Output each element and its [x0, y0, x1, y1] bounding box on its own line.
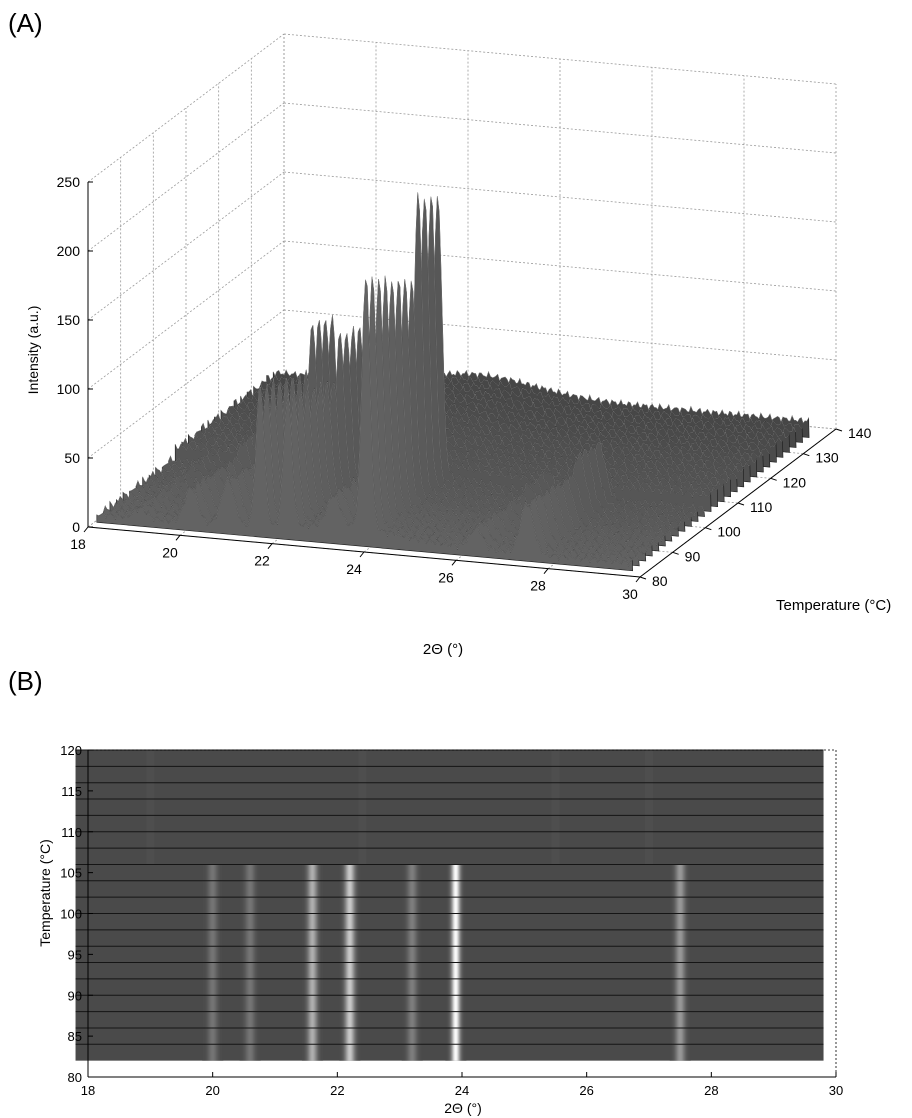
y-tick-label: 130: [815, 450, 839, 466]
y-tick: [770, 477, 777, 481]
y-tick: [639, 576, 647, 580]
y-tick-label: 90: [685, 548, 701, 564]
surface-ribbon-edge: [96, 279, 633, 567]
y-tick: [803, 453, 810, 457]
surface-ribbon-edge: [148, 192, 685, 527]
y-tick: [672, 551, 679, 555]
chart-b-axes: 18 20 22 24 26 28 30 80 85 90 95 100 105 110 115 120: [60, 743, 843, 1098]
chart-b-x-axis-label: 2Θ (°): [444, 1100, 482, 1116]
grid-line-back-z: [283, 240, 837, 292]
y-tick-label: 140: [848, 425, 872, 441]
y-tick: [705, 527, 712, 531]
z-tick-label: 250: [57, 174, 81, 190]
grid-line-back-z: [283, 171, 837, 223]
y-tick-label: 110: [61, 825, 82, 840]
x-tick-label: 22: [330, 1083, 344, 1098]
chart-a-ribbons: [96, 192, 810, 572]
z-tick-label: 100: [57, 381, 81, 397]
chart-a-x-axis-label: 2Θ (°): [423, 641, 463, 658]
z-tick-label: 150: [57, 312, 81, 328]
x-tick-label: 28: [530, 578, 546, 594]
heatmap-faint-band: [645, 750, 653, 865]
grid-line-back-z: [283, 33, 837, 85]
x-tick: [359, 551, 365, 558]
x-tick-label: 26: [438, 569, 454, 585]
y-tick-label: 85: [68, 1029, 82, 1044]
x-tick: [635, 576, 641, 583]
y-tick: [835, 428, 843, 432]
chart-b-y-axis-label: Temperature (°C): [37, 839, 53, 947]
x-tick-label: 22: [254, 553, 270, 569]
y-tick-label: 80: [652, 573, 668, 589]
chart-b-plot: [75, 749, 824, 1061]
chart-a-z-axis-label: Intensity (a.u.): [25, 306, 41, 395]
x-tick-label: 30: [622, 586, 638, 602]
y-tick-label: 115: [61, 784, 82, 799]
chart-a-axes: 18 20 22 24 26 28 30 80 90 100 110 120 130 140 0 50 100 1…: [57, 174, 872, 602]
x-tick-label: 20: [162, 544, 178, 560]
z-tick-label: 0: [72, 519, 80, 535]
y-tick: [737, 502, 745, 506]
heatmap-faint-band: [551, 750, 560, 865]
x-tick-label: 18: [70, 536, 86, 552]
heatmap-faint-band: [358, 750, 367, 865]
z-tick-label: 200: [57, 243, 81, 259]
y-tick-label: 95: [68, 947, 82, 962]
grid-line-left-z: [87, 171, 285, 321]
x-tick-label: 28: [704, 1083, 718, 1098]
x-tick-label: 24: [346, 561, 362, 577]
y-tick-label: 120: [783, 474, 807, 490]
chart-a-y-axis-label: Temperature (°C): [776, 597, 891, 614]
y-tick-label: 80: [68, 1070, 82, 1085]
z-tick-label: 50: [64, 450, 80, 466]
y-tick-label: 100: [60, 907, 82, 922]
x-tick: [83, 526, 89, 533]
y-tick-label: 120: [60, 743, 82, 758]
panel-label-a: (A): [8, 8, 43, 38]
surface-chart: 18 20 22 24 26 28 30 80 90 100 110 120 130 140 0 50 100 1…: [25, 33, 891, 658]
x-tick: [543, 568, 549, 574]
grid-line-back-z: [283, 309, 837, 361]
x-tick-label: 24: [455, 1083, 469, 1098]
heatmap-faint-band: [146, 750, 155, 865]
y-tick-label: 110: [750, 499, 773, 515]
x-tick: [175, 535, 181, 541]
x-tick-label: 18: [81, 1083, 95, 1098]
y-tick-label: 105: [60, 866, 82, 881]
y-tick-label: 90: [68, 988, 82, 1003]
x-tick-label: 30: [829, 1083, 843, 1098]
x-tick-label: 26: [579, 1083, 593, 1098]
x-tick: [451, 560, 457, 566]
y-tick-label: 100: [717, 524, 741, 540]
panel-label-b: (B): [8, 666, 43, 696]
grid-line-back-z: [283, 102, 837, 154]
x-tick-label: 20: [205, 1083, 219, 1098]
x-tick: [267, 543, 273, 549]
